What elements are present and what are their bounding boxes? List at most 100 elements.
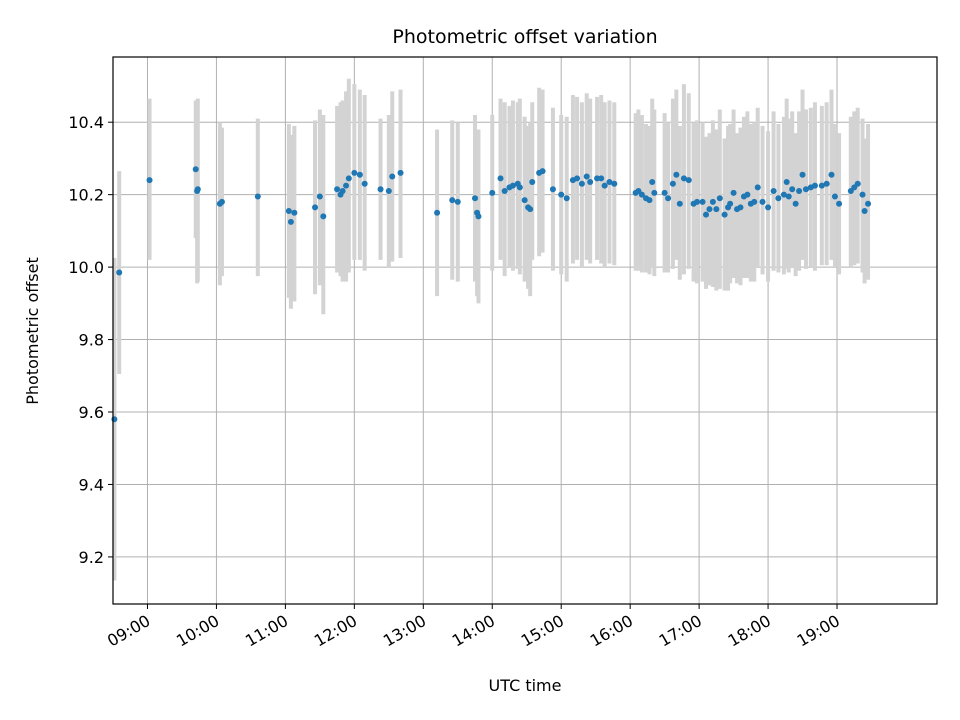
data-point bbox=[539, 168, 546, 175]
x-tick-label: 10:00 bbox=[173, 611, 222, 651]
data-point bbox=[389, 173, 396, 180]
data-point bbox=[454, 198, 461, 205]
data-point bbox=[527, 206, 534, 213]
y-tick-label: 9.4 bbox=[79, 475, 104, 494]
data-point bbox=[316, 193, 323, 200]
data-point bbox=[449, 197, 456, 204]
x-axis-label: UTC time bbox=[489, 676, 562, 695]
data-point bbox=[345, 175, 352, 182]
data-point bbox=[334, 186, 341, 193]
data-point bbox=[836, 200, 843, 207]
data-point bbox=[385, 188, 392, 195]
data-point bbox=[699, 198, 706, 205]
data-point bbox=[783, 178, 790, 185]
data-point bbox=[831, 193, 838, 200]
data-point bbox=[865, 200, 872, 207]
data-point bbox=[799, 171, 806, 178]
data-point bbox=[509, 182, 516, 189]
data-point bbox=[146, 177, 153, 184]
data-point bbox=[792, 200, 799, 207]
data-point bbox=[611, 180, 618, 187]
data-point bbox=[716, 195, 723, 202]
data-point bbox=[587, 178, 594, 185]
data-point bbox=[529, 178, 536, 185]
data-point bbox=[754, 184, 761, 191]
y-tick-label: 9.8 bbox=[79, 331, 104, 350]
data-point bbox=[218, 198, 225, 205]
x-tick-label: 18:00 bbox=[725, 611, 774, 651]
x-tick-label: 19:00 bbox=[794, 611, 843, 651]
data-point bbox=[558, 191, 565, 198]
data-point bbox=[775, 195, 782, 202]
data-point bbox=[320, 213, 327, 220]
data-point bbox=[361, 180, 368, 187]
data-point bbox=[802, 186, 809, 193]
data-point bbox=[859, 191, 866, 198]
data-point bbox=[823, 180, 830, 187]
x-tick-label: 12:00 bbox=[311, 611, 360, 651]
data-point bbox=[356, 171, 363, 178]
y-tick-label: 10.2 bbox=[68, 186, 104, 205]
data-point bbox=[649, 178, 656, 185]
chart-title: Photometric offset variation bbox=[392, 26, 657, 48]
data-point bbox=[730, 189, 737, 196]
x-tick-label: 16:00 bbox=[587, 611, 636, 651]
data-point bbox=[709, 198, 716, 205]
data-point bbox=[727, 200, 734, 207]
data-point bbox=[669, 180, 676, 187]
data-point bbox=[111, 416, 118, 423]
data-point bbox=[563, 195, 570, 202]
data-point bbox=[854, 180, 861, 187]
data-point bbox=[472, 195, 479, 202]
data-point bbox=[713, 206, 720, 213]
data-point bbox=[765, 204, 772, 211]
data-point bbox=[751, 198, 758, 205]
data-point bbox=[287, 218, 294, 225]
axes-frame bbox=[112, 56, 938, 605]
data-point bbox=[828, 171, 835, 178]
data-point bbox=[194, 186, 201, 193]
data-point bbox=[397, 169, 404, 176]
y-axis-ticks: 9.2 9.4 9.6 9.8 10.0 10.2 10.4 bbox=[68, 113, 113, 567]
data-point bbox=[721, 211, 728, 218]
data-point bbox=[291, 209, 298, 216]
data-point bbox=[703, 211, 710, 218]
y-axis-label: Photometric offset bbox=[23, 257, 42, 405]
x-tick-label: 17:00 bbox=[656, 611, 705, 651]
data-point bbox=[811, 182, 818, 189]
data-point bbox=[116, 269, 123, 276]
data-point bbox=[475, 213, 482, 220]
data-point bbox=[759, 198, 766, 205]
y-tick-label: 10.0 bbox=[68, 258, 104, 277]
data-point bbox=[285, 207, 292, 214]
data-point bbox=[737, 204, 744, 211]
x-tick-label: 15:00 bbox=[518, 611, 567, 651]
data-point bbox=[818, 182, 825, 189]
y-tick-label: 9.2 bbox=[79, 548, 104, 567]
data-point bbox=[601, 182, 608, 189]
data-point bbox=[606, 178, 613, 185]
data-point bbox=[685, 177, 692, 184]
data-point bbox=[521, 197, 528, 204]
data-points bbox=[111, 166, 872, 423]
data-point bbox=[706, 206, 713, 213]
data-point bbox=[497, 175, 504, 182]
data-point bbox=[516, 184, 523, 191]
data-point bbox=[598, 175, 605, 182]
data-point bbox=[594, 175, 601, 182]
data-point bbox=[583, 173, 590, 180]
data-point bbox=[673, 171, 680, 178]
data-point bbox=[680, 175, 687, 182]
data-point bbox=[770, 188, 777, 195]
error-bars bbox=[112, 78, 871, 581]
x-tick-label: 09:00 bbox=[104, 611, 153, 651]
x-axis-ticks: 09:00 10:00 11:00 12:00 13:00 14:00 15:00 16:00… bbox=[104, 604, 843, 651]
data-point bbox=[676, 200, 683, 207]
data-point bbox=[789, 186, 796, 193]
data-point bbox=[651, 189, 658, 196]
data-point bbox=[192, 166, 199, 173]
data-point bbox=[339, 188, 346, 195]
data-point bbox=[343, 182, 350, 189]
data-point bbox=[861, 207, 868, 214]
data-point bbox=[578, 180, 585, 187]
